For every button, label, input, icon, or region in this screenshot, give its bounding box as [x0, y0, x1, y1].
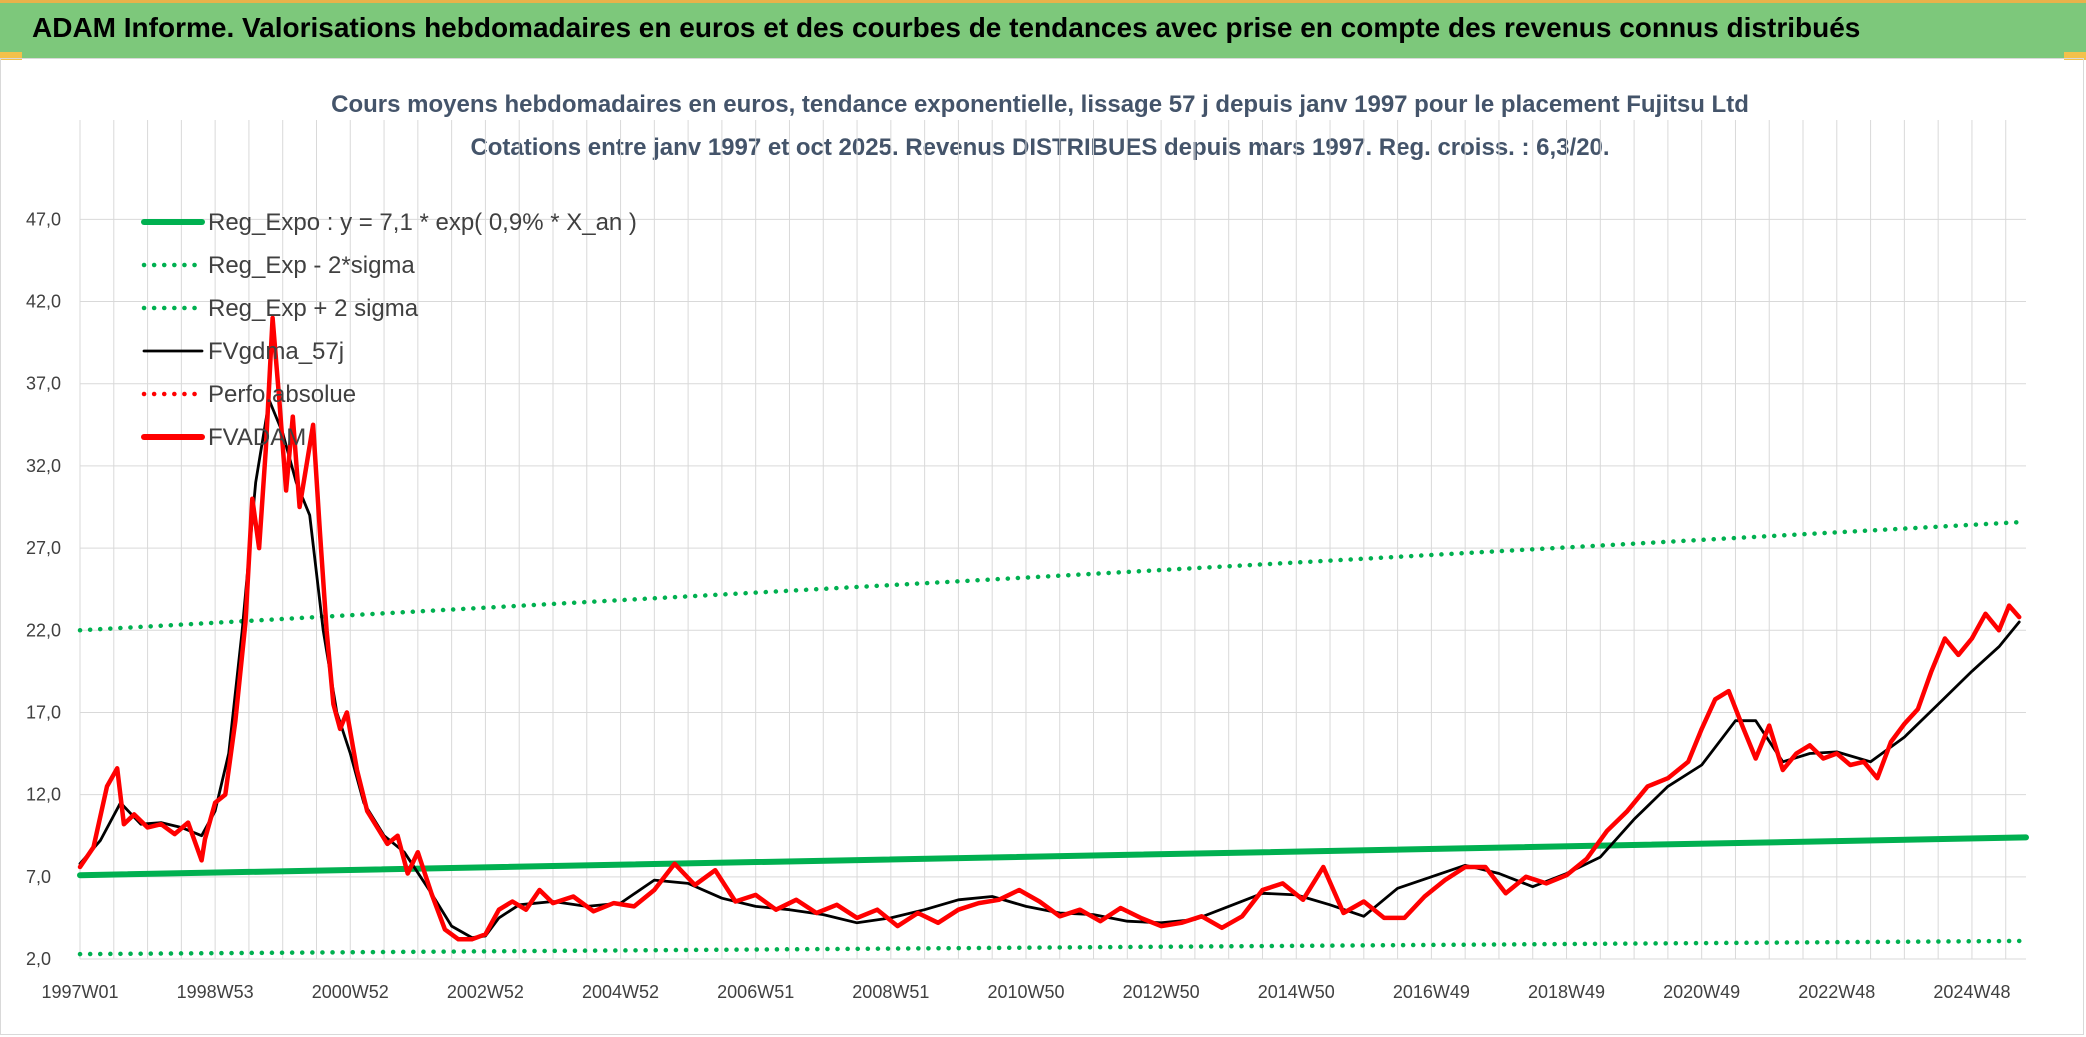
x-tick-label: 2020W49 — [1663, 982, 1740, 1002]
chart-title: Cours moyens hebdomadaires en euros, ten… — [331, 91, 1749, 118]
series-layer — [77, 315, 2029, 957]
series-line-5 — [77, 315, 2022, 942]
x-tick-label: 2008W51 — [852, 982, 929, 1002]
legend-label: FVADAM — [208, 424, 306, 451]
corner-accent-right — [2064, 52, 2086, 60]
y-tick-label: 17,0 — [26, 702, 61, 722]
x-tick-label: 2010W50 — [987, 982, 1064, 1002]
x-tick-label: 2014W50 — [1258, 982, 1335, 1002]
series-line-1 — [77, 938, 2029, 957]
grid — [79, 120, 2026, 960]
page-title: ADAM Informe. Valorisations hebdomadaire… — [32, 12, 1861, 43]
x-tick-label: 2000W52 — [312, 982, 389, 1002]
chart-frame — [0, 58, 2084, 1035]
legend: Reg_Expo : y = 7,1 * exp( 0,9% * X_an ) R… — [141, 209, 637, 451]
x-tick-label: 2004W52 — [582, 982, 659, 1002]
legend-label: Reg_Exp - 2*sigma — [208, 252, 415, 279]
x-axis-ticks: 1997W01 1998W53 2000W52 2002W52 2004W52 2006W… — [41, 982, 2010, 1002]
y-tick-label: 27,0 — [26, 538, 61, 558]
y-tick-label: 32,0 — [26, 456, 61, 476]
y-tick-label: 2,0 — [26, 949, 51, 969]
legend-label: FVgdma_57j — [208, 338, 344, 365]
x-tick-label: 2016W49 — [1393, 982, 1470, 1002]
y-tick-label: 7,0 — [26, 867, 51, 887]
x-tick-label: 2024W48 — [1933, 982, 2010, 1002]
series-line-0 — [77, 834, 2029, 879]
y-tick-label: 22,0 — [26, 620, 61, 640]
x-tick-label: 2022W48 — [1798, 982, 1875, 1002]
chart-subtitle: Cotations entre janv 1997 et oct 2025. R… — [470, 134, 1609, 161]
x-tick-label: 2002W52 — [447, 982, 524, 1002]
x-tick-label: 2012W50 — [1123, 982, 1200, 1002]
y-tick-label: 42,0 — [26, 292, 61, 312]
legend-label: Perfo.absolue — [208, 381, 356, 408]
x-tick-label: 1997W01 — [41, 982, 118, 1002]
legend-label: Reg_Exp + 2 sigma — [208, 295, 419, 322]
header-bar: ADAM Informe. Valorisations hebdomadaire… — [0, 0, 2086, 58]
y-tick-label: 47,0 — [26, 209, 61, 229]
y-axis-ticks: 2,0 7,0 12,0 17,0 22,0 27,0 32,0 37,0 42,0 47,0 — [26, 209, 61, 969]
x-tick-label: 2018W49 — [1528, 982, 1605, 1002]
y-tick-label: 12,0 — [26, 785, 61, 805]
x-tick-label: 1998W53 — [177, 982, 254, 1002]
x-tick-label: 2006W51 — [717, 982, 794, 1002]
corner-accent-left — [0, 52, 22, 60]
legend-label: Reg_Expo : y = 7,1 * exp( 0,9% * X_an ) — [208, 209, 637, 236]
series-line-2 — [77, 519, 2029, 633]
y-tick-label: 37,0 — [26, 374, 61, 394]
